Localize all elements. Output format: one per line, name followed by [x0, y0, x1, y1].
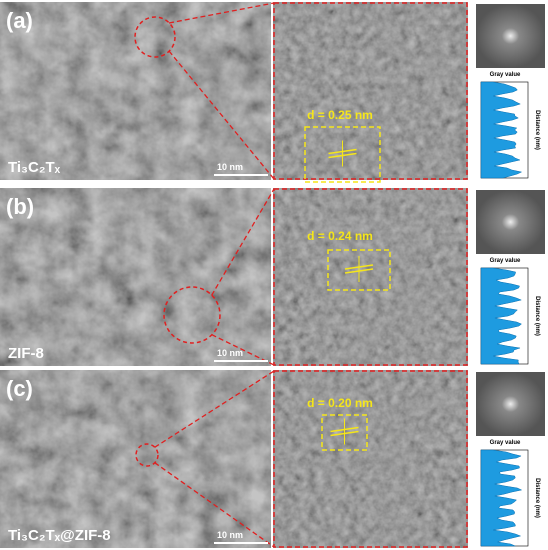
tem-image [0, 2, 271, 180]
profile-area [480, 449, 523, 547]
zoom-line [211, 188, 275, 296]
panel: d = 0.20 nm (c) Ti₃C₂Tₓ@ZIF-8 10 nm Gray val… [0, 370, 545, 548]
zoom-frame [273, 2, 468, 180]
tem-image [0, 188, 271, 366]
sample-name: ZIF-8 [8, 345, 44, 362]
tem-shade [0, 2, 271, 180]
sample-name: Ti₃C₂Tₓ [8, 159, 61, 176]
lattice-box [327, 249, 391, 291]
d-spacing: d = 0.20 nm [307, 396, 373, 410]
fft-image [476, 4, 545, 68]
zoom-line [168, 2, 275, 24]
zoom-circle [134, 16, 176, 58]
zoom-line [154, 462, 275, 548]
profile-y-label: Distance (nm) [534, 478, 540, 518]
hrtem-image [273, 370, 468, 548]
tem-image [0, 370, 271, 548]
hrtem-shade [273, 370, 468, 548]
hrtem-shade [273, 2, 468, 180]
profile-x-label: Gray value [490, 440, 521, 446]
hrtem-image [273, 188, 468, 366]
sample-name: Ti₃C₂Tₓ@ZIF-8 [8, 527, 111, 544]
zoom-frame [273, 188, 468, 366]
zoom-frame [273, 370, 468, 548]
scale-bar-label: 10 nm [217, 162, 243, 172]
zoom-line [211, 334, 275, 366]
panel: d = 0.25 nm (a) Ti₃C₂Tₓ 10 nm Gray value Dist… [0, 2, 545, 183]
zoom-circle [135, 443, 159, 467]
lattice-box [304, 126, 381, 183]
hrtem-shade [273, 188, 468, 366]
fft-image [476, 372, 545, 436]
zoom-line [168, 50, 275, 180]
panel-label: (b) [6, 194, 34, 219]
panel: d = 0.24 nm (b) ZIF-8 10 nm Gray value Distan… [0, 188, 545, 366]
profile-x-label: Gray value [490, 258, 521, 264]
d-spacing: d = 0.24 nm [307, 229, 373, 243]
tem-shade [0, 188, 271, 366]
panel-label: (c) [6, 376, 33, 401]
fft-image [476, 190, 545, 254]
panel-label: (a) [6, 8, 33, 33]
profile-y-label: Distance (nm) [534, 296, 540, 336]
d-spacing: d = 0.25 nm [307, 108, 373, 122]
profile-area [480, 267, 523, 365]
profile-area [480, 81, 523, 179]
profile-y-label: Distance (nm) [534, 110, 540, 150]
scale-bar-label: 10 nm [217, 530, 243, 540]
profile-x-label: Gray value [490, 72, 521, 78]
tem-shade [0, 370, 271, 548]
zoom-circle [163, 286, 221, 344]
scale-bar-label: 10 nm [217, 348, 243, 358]
